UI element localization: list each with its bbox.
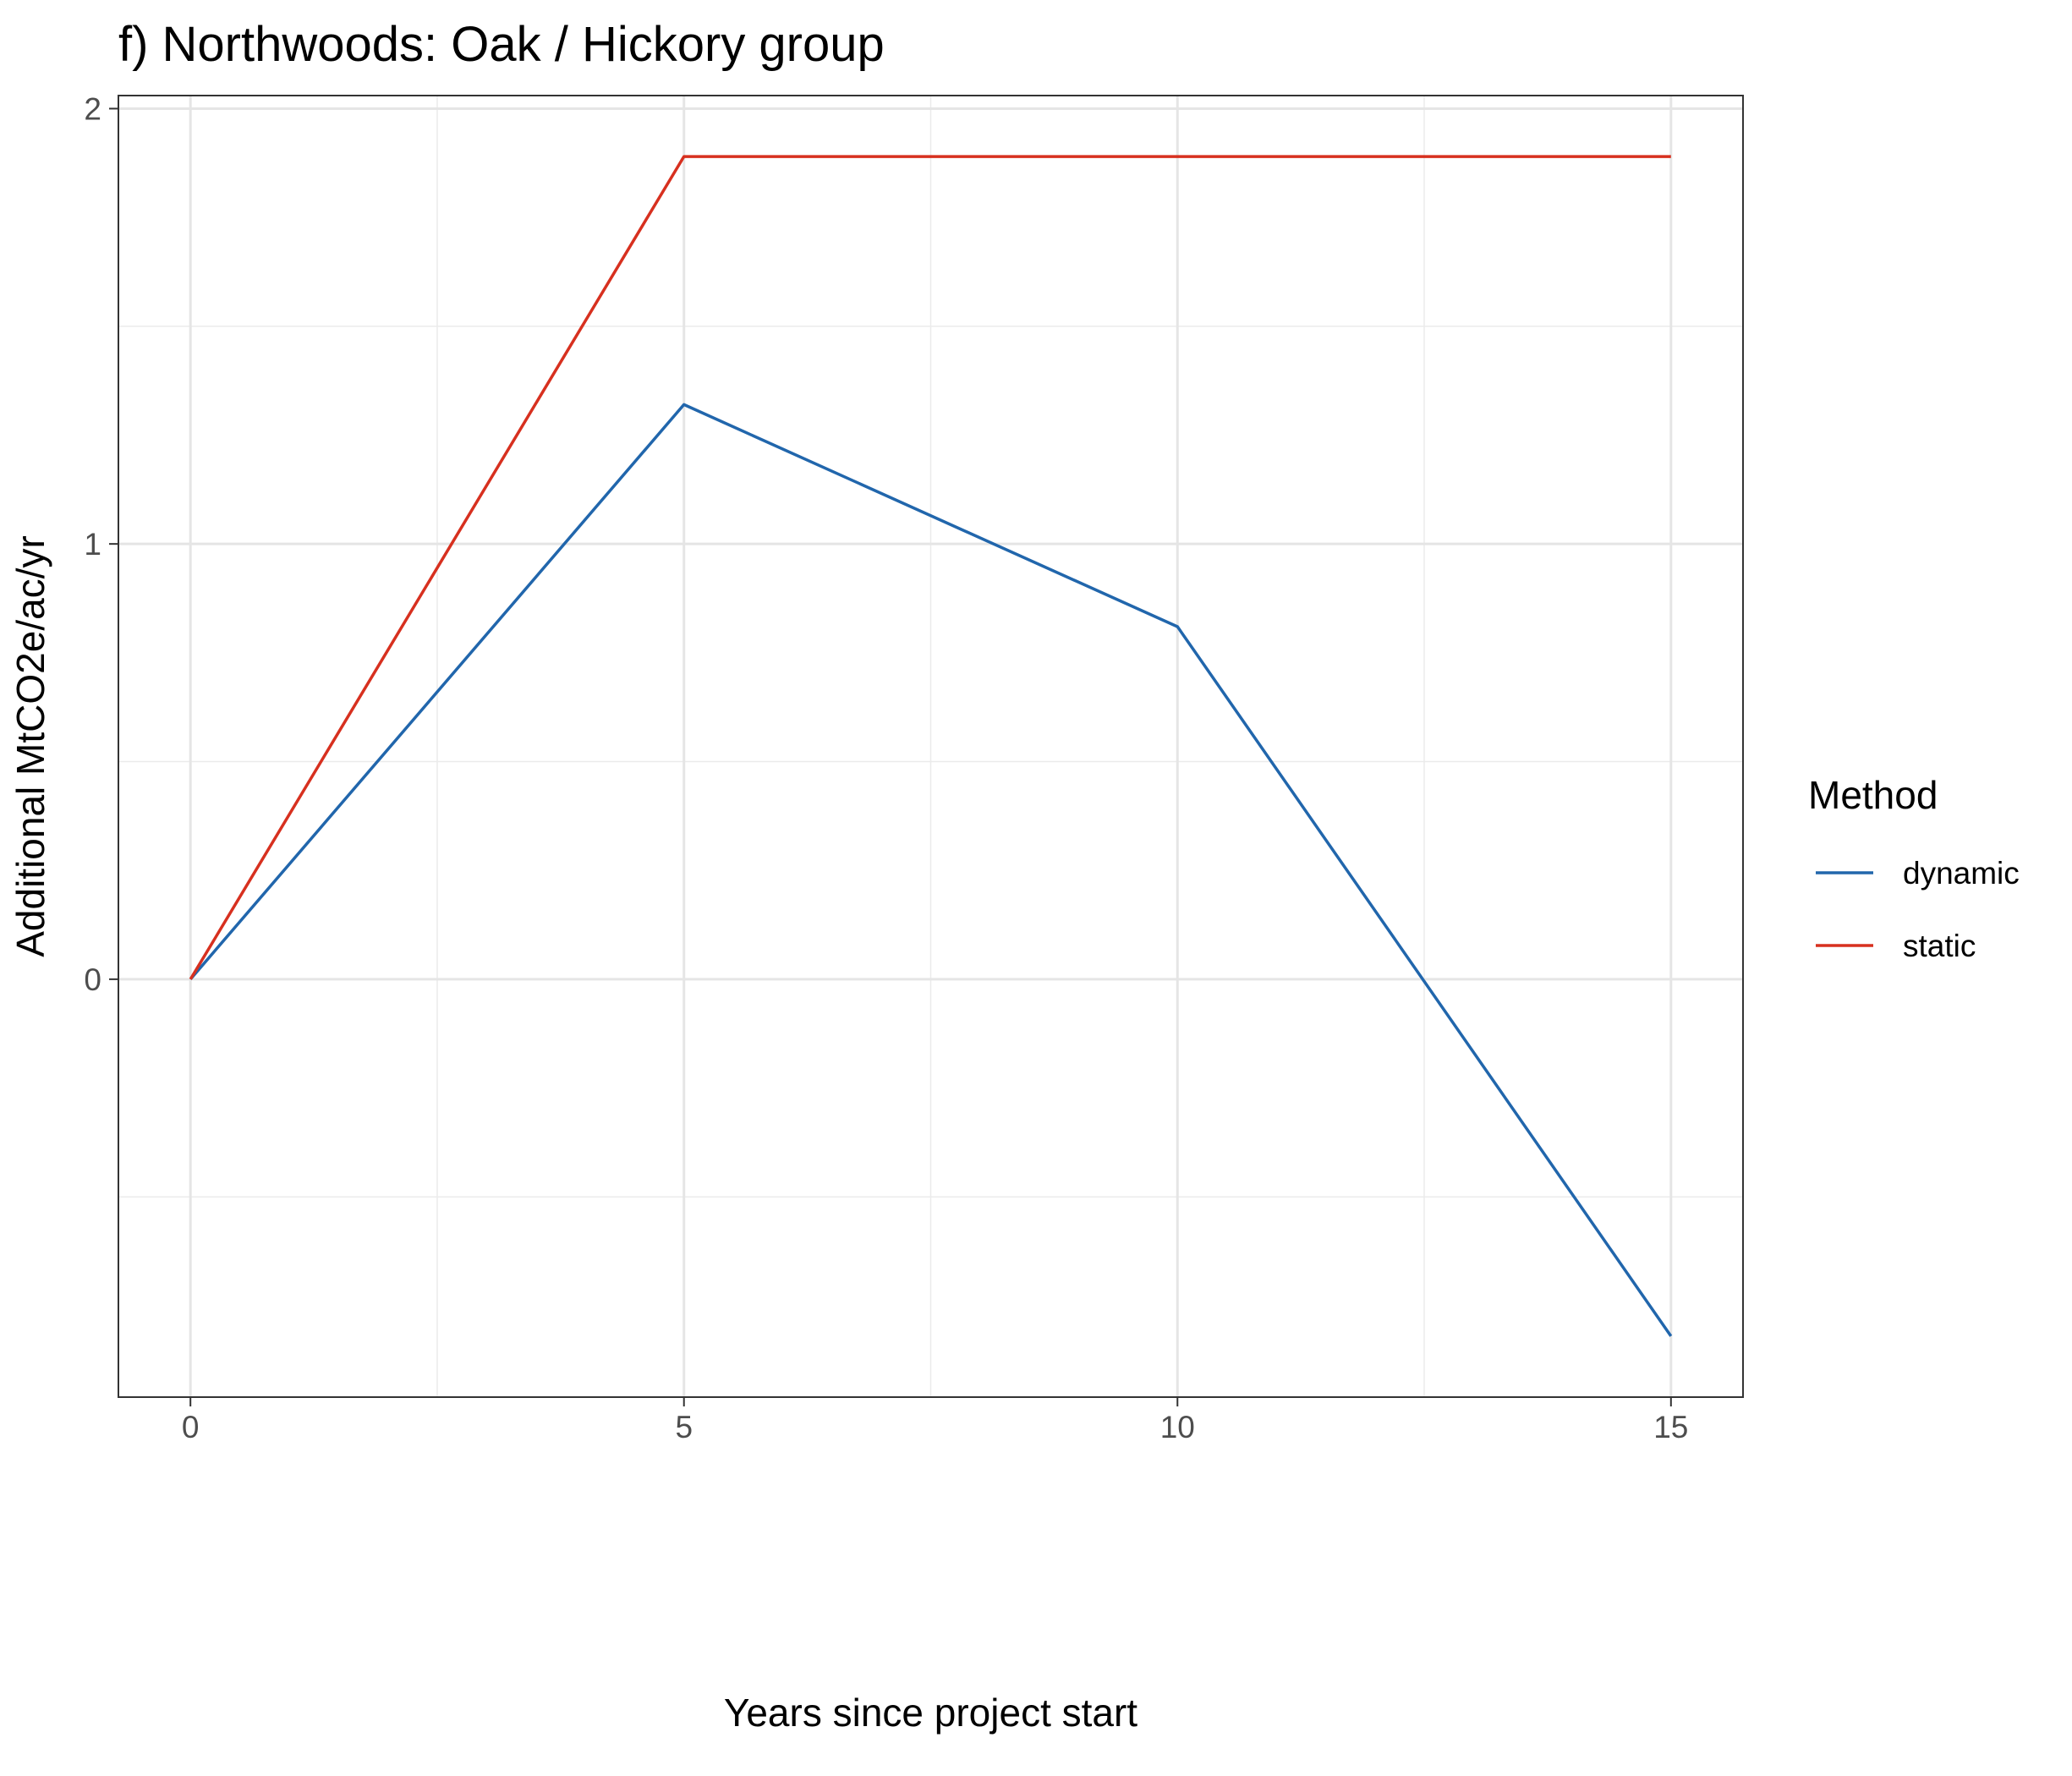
series-layer bbox=[189, 155, 1673, 1337]
x-tick-label: 10 bbox=[1160, 1410, 1195, 1444]
y-tick-label: 2 bbox=[84, 91, 101, 126]
legend: Method dynamic static bbox=[1808, 773, 2020, 963]
plot-panel bbox=[118, 95, 1744, 1398]
panel-border bbox=[118, 95, 1744, 1398]
series-line-static bbox=[189, 155, 1671, 980]
x-tick-label: 15 bbox=[1653, 1410, 1688, 1444]
y-tick-label: 0 bbox=[84, 962, 101, 997]
major-gridlines bbox=[118, 96, 1743, 1397]
series-line-dynamic bbox=[189, 403, 1673, 1337]
legend-label-dynamic: dynamic bbox=[1903, 856, 2020, 891]
minor-gridlines bbox=[118, 96, 1743, 1397]
y-tick-label: 1 bbox=[84, 527, 101, 562]
x-axis: 0 5 10 15 bbox=[182, 1397, 1688, 1444]
x-tick-label: 0 bbox=[182, 1410, 200, 1444]
legend-label-static: static bbox=[1903, 929, 1976, 963]
legend-items: dynamic static bbox=[1816, 856, 2020, 963]
y-axis-title: Additional MtCO2e/ac/yr bbox=[8, 535, 52, 957]
x-axis-title: Years since project start bbox=[724, 1691, 1137, 1735]
y-axis: 0 1 2 bbox=[84, 91, 118, 997]
chart-title: f) Northwoods: Oak / Hickory group bbox=[118, 17, 885, 72]
legend-title: Method bbox=[1808, 773, 1938, 817]
x-tick-label: 5 bbox=[675, 1410, 693, 1444]
